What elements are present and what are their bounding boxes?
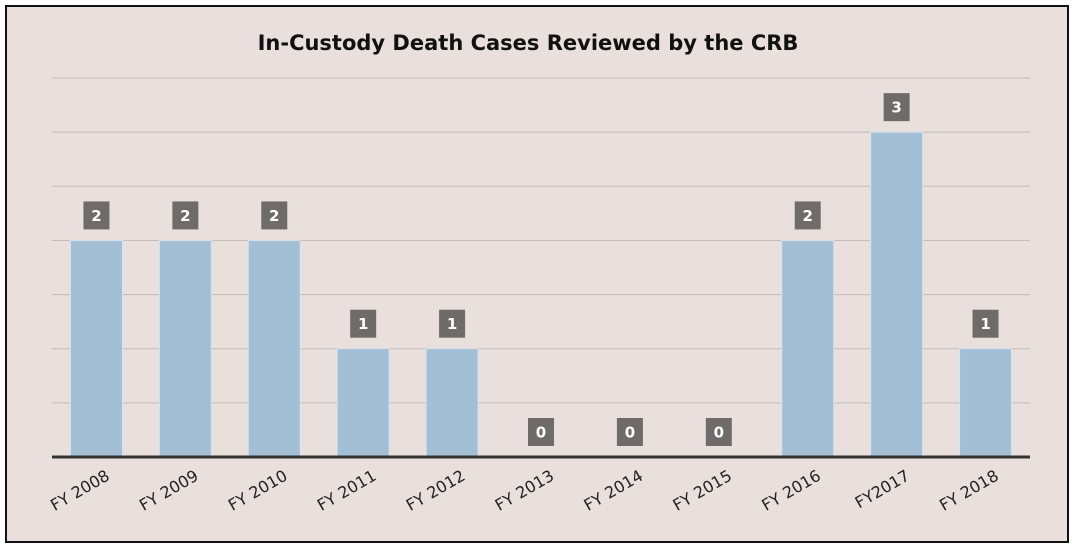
data-label-box xyxy=(883,93,910,122)
bar xyxy=(425,348,479,458)
data-label: 2 xyxy=(803,207,813,225)
bar xyxy=(158,239,212,458)
data-label: 2 xyxy=(91,207,101,225)
data-label-box xyxy=(172,201,199,230)
data-label: 3 xyxy=(891,99,901,117)
data-label: 0 xyxy=(625,424,635,442)
chart-title: In-Custody Death Cases Reviewed by the C… xyxy=(258,31,799,55)
data-label: 1 xyxy=(358,315,368,333)
data-label: 0 xyxy=(536,424,546,442)
data-label: 1 xyxy=(980,315,990,333)
data-label: 1 xyxy=(447,315,457,333)
bar xyxy=(69,239,123,458)
bar xyxy=(870,131,924,458)
data-label-box xyxy=(439,309,466,338)
data-label-box xyxy=(794,201,821,230)
data-label-box xyxy=(350,309,377,338)
bar xyxy=(336,348,390,458)
bar xyxy=(781,239,835,458)
data-label-box xyxy=(616,418,643,446)
data-label: 0 xyxy=(714,424,724,442)
data-label: 2 xyxy=(269,207,279,225)
data-label-box xyxy=(83,201,110,230)
data-label: 2 xyxy=(180,207,190,225)
data-label-box xyxy=(705,418,732,446)
data-label-box xyxy=(528,418,554,446)
data-label-box xyxy=(972,309,999,338)
bar xyxy=(247,239,301,458)
bar xyxy=(959,348,1013,458)
data-label-box xyxy=(261,201,288,230)
